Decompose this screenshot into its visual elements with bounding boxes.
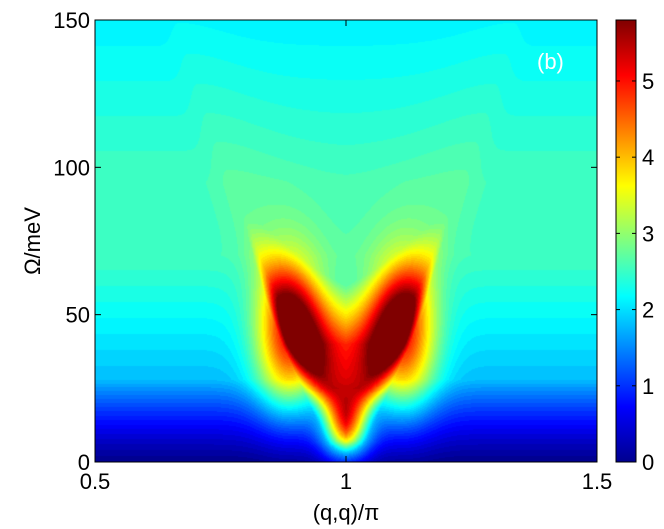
heatmap-canvas bbox=[95, 20, 597, 462]
colorbar-tick-label: 3 bbox=[642, 221, 654, 246]
y-axis-label: Ω/meV bbox=[20, 207, 45, 275]
x-axis-label: (q,q)/π bbox=[313, 500, 380, 525]
x-tick-label: 1 bbox=[340, 469, 352, 494]
x-tick-label: 0.5 bbox=[80, 469, 111, 494]
colorbar-tick-label: 0 bbox=[642, 450, 654, 475]
colorbar bbox=[615, 19, 637, 463]
colorbar-tick-label: 1 bbox=[642, 374, 654, 399]
colorbar-tick-label: 5 bbox=[642, 69, 654, 94]
y-tick-label: 50 bbox=[66, 303, 90, 328]
heatmap-area bbox=[95, 20, 597, 462]
y-tick-label: 0 bbox=[78, 450, 90, 475]
colorbar-tick-label: 4 bbox=[642, 145, 654, 170]
x-ticks: 0.5 1 1.5 bbox=[80, 20, 613, 494]
y-tick-label: 150 bbox=[53, 8, 90, 33]
x-tick-label: 1.5 bbox=[582, 469, 613, 494]
y-tick-label: 100 bbox=[53, 155, 90, 180]
colorbar-tick-label: 2 bbox=[642, 298, 654, 323]
y-ticks: 0 50 100 150 bbox=[53, 8, 597, 475]
colorbar-ticks: 0 1 2 3 4 5 bbox=[616, 69, 654, 475]
panel-label: (b) bbox=[537, 49, 564, 74]
